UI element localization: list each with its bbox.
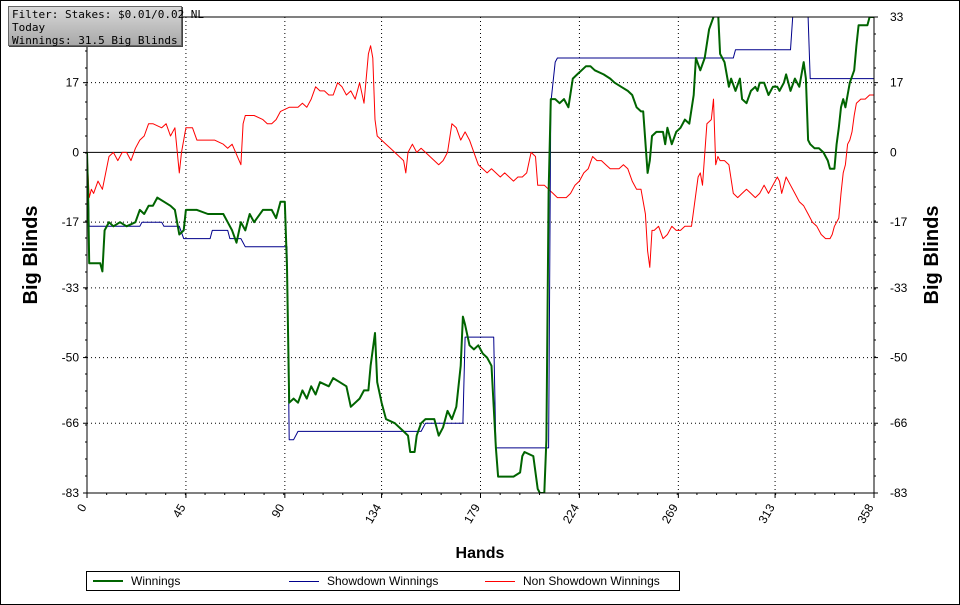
- x-tick-label: 358: [854, 501, 876, 526]
- legend-label-winnings: Winnings: [131, 574, 181, 588]
- y-tick-label-right: 33: [890, 10, 904, 24]
- x-tick-label: 134: [362, 501, 384, 526]
- filter-winnings: Winnings: 31.5 Big Blinds: [12, 34, 178, 47]
- x-tick-label: 179: [461, 501, 483, 526]
- y-tick-label-right: 0: [890, 145, 897, 159]
- legend-item-winnings: Winnings: [93, 574, 180, 588]
- x-tick-label: 224: [560, 501, 582, 526]
- x-tick-label: 90: [269, 501, 288, 520]
- legend-swatch-non-showdown: [485, 580, 515, 582]
- legend-swatch-showdown: [289, 580, 319, 582]
- chart-legend: Winnings Showdown Winnings Non Showdown …: [86, 571, 680, 591]
- series-lines: [87, 17, 874, 493]
- y-tick-label-left: -17: [62, 215, 80, 229]
- series-line-showdown-winnings: [87, 17, 874, 449]
- x-tick-label: 0: [74, 501, 90, 514]
- filter-stakes: Filter: Stakes: $0.01/0.02 NL: [12, 8, 205, 21]
- series-line-non-showdown-winnings: [87, 45, 874, 268]
- y-tick-label-right: 17: [890, 76, 904, 90]
- y-tick-label-left: -33: [62, 281, 80, 295]
- legend-label-showdown: Showdown Winnings: [327, 574, 439, 588]
- y-tick-label-left: -66: [62, 416, 80, 430]
- x-axis: 0 45 90 134 179 224 269 313 358: [74, 501, 877, 526]
- y-tick-label-left: 0: [72, 145, 79, 159]
- x-tick-label: 45: [170, 501, 189, 520]
- x-tick-label: 269: [659, 501, 681, 526]
- y-axis-right: 33 17 0 -17 -33 -50 -66 -83: [890, 10, 908, 500]
- y-tick-label-right: -66: [890, 416, 908, 430]
- y-tick-label-left: -83: [62, 486, 80, 500]
- y-tick-label-left: -50: [62, 351, 80, 365]
- y-tick-label-right: -33: [890, 281, 908, 295]
- x-tick-label: 313: [756, 501, 778, 526]
- legend-item-non-showdown: Non Showdown Winnings: [485, 574, 660, 588]
- legend-swatch-winnings: [93, 580, 123, 582]
- grid-lines: [87, 16, 874, 494]
- y-tick-label-right: -17: [890, 215, 908, 229]
- filter-period: Today: [12, 21, 46, 34]
- y-axis-title-right: Big Blinds: [921, 206, 943, 305]
- x-axis-title: Hands: [456, 545, 505, 562]
- series-line-winnings: [87, 17, 874, 493]
- y-tick-label-right: -83: [890, 486, 908, 500]
- legend-label-non-showdown: Non Showdown Winnings: [523, 574, 660, 588]
- y-tick-label-left: 17: [66, 76, 80, 90]
- legend-item-showdown: Showdown Winnings: [289, 574, 438, 588]
- y-tick-label-right: -50: [890, 351, 908, 365]
- filter-info-box: Filter: Stakes: $0.01/0.02 NL Today Winn…: [8, 6, 205, 47]
- y-axis-title-left: Big Blinds: [20, 206, 42, 305]
